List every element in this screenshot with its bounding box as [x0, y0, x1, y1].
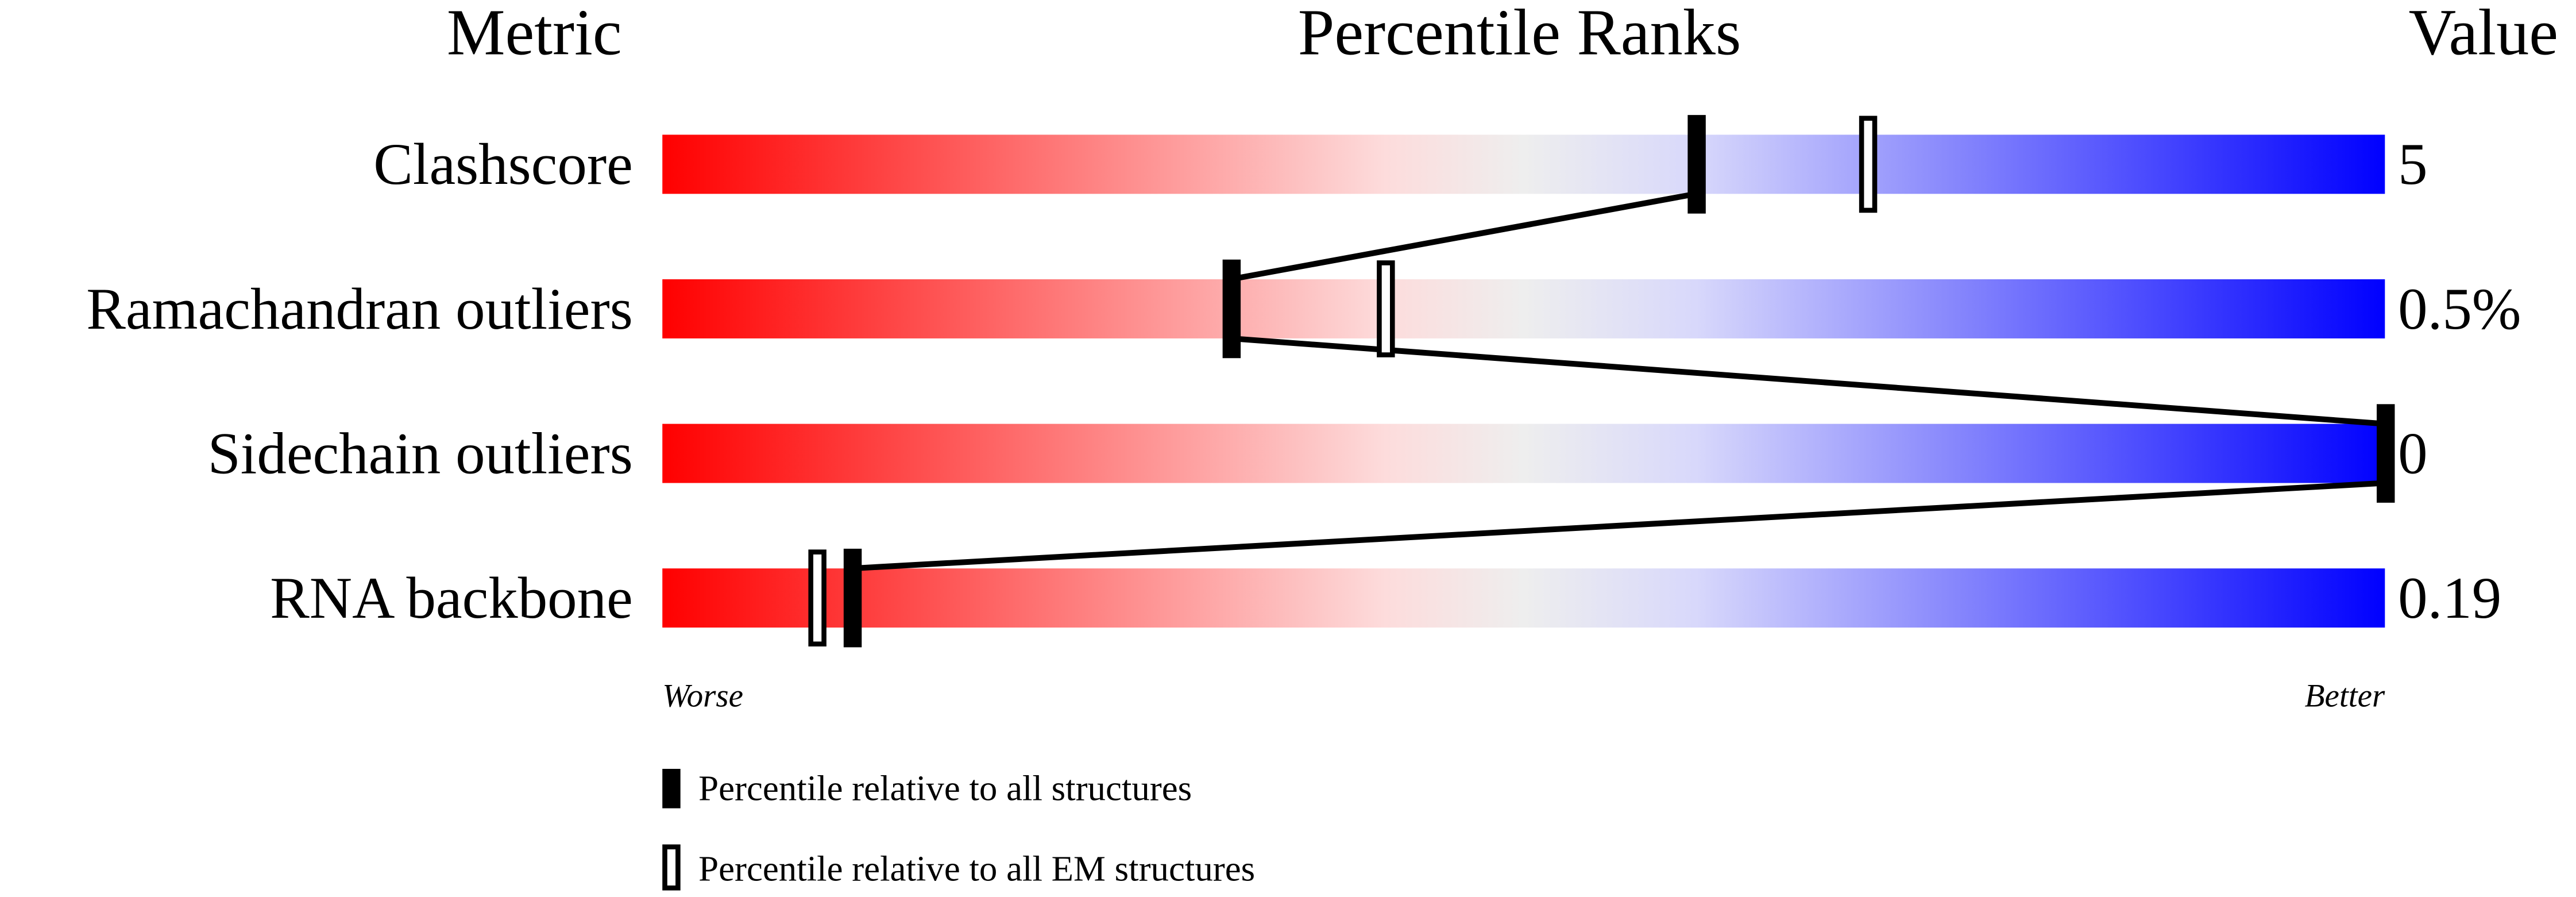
percentile-bar-rna-backbone	[662, 568, 2385, 628]
metric-value-clashscore: 5	[2398, 132, 2427, 197]
metric-value-ramachandran-outliers: 0.5%	[2398, 276, 2521, 342]
connector-line	[1230, 191, 1697, 282]
metric-label-rna-backbone: RNA backbone	[270, 565, 633, 631]
marker-em-clashscore	[1859, 116, 1878, 213]
metric-value-sidechain-outliers: 0	[2398, 421, 2427, 486]
legend-label-all: Percentile relative to all structures	[698, 768, 1192, 808]
legend-marker-filled	[662, 769, 681, 809]
header-metric: Metric	[447, 0, 622, 68]
header-value: Value	[2409, 0, 2558, 68]
percentile-bar-sidechain-outliers	[662, 424, 2385, 483]
marker-all-rna-backbone	[843, 548, 862, 648]
metric-label-clashscore: Clashscore	[373, 132, 633, 197]
axis-label-better: Better	[2305, 677, 2385, 714]
marker-em-rna-backbone	[808, 549, 827, 647]
metric-value-rna-backbone: 0.19	[2398, 565, 2501, 631]
header-percentile-ranks: Percentile Ranks	[1298, 0, 1741, 68]
marker-em-ramachandran-outliers	[1377, 260, 1395, 357]
legend-label-em: Percentile relative to all EM structures	[698, 848, 1255, 888]
marker-all-ramachandran-outliers	[1222, 259, 1241, 359]
connector-line	[1230, 335, 2385, 427]
marker-all-clashscore	[1687, 115, 1706, 214]
axis-label-worse: Worse	[662, 677, 743, 714]
metric-label-sidechain-outliers: Sidechain outliers	[208, 421, 633, 486]
percentile-bar-clashscore	[662, 134, 2385, 194]
metric-label-ramachandran-outliers: Ramachandran outliers	[86, 276, 633, 342]
marker-all-sidechain-outliers	[2377, 404, 2395, 503]
connector-line	[851, 480, 2385, 572]
legend-marker-hollow	[662, 844, 681, 891]
percentile-bar-ramachandran-outliers	[662, 279, 2385, 338]
legend: Percentile relative to all structures Pe…	[662, 768, 1255, 891]
